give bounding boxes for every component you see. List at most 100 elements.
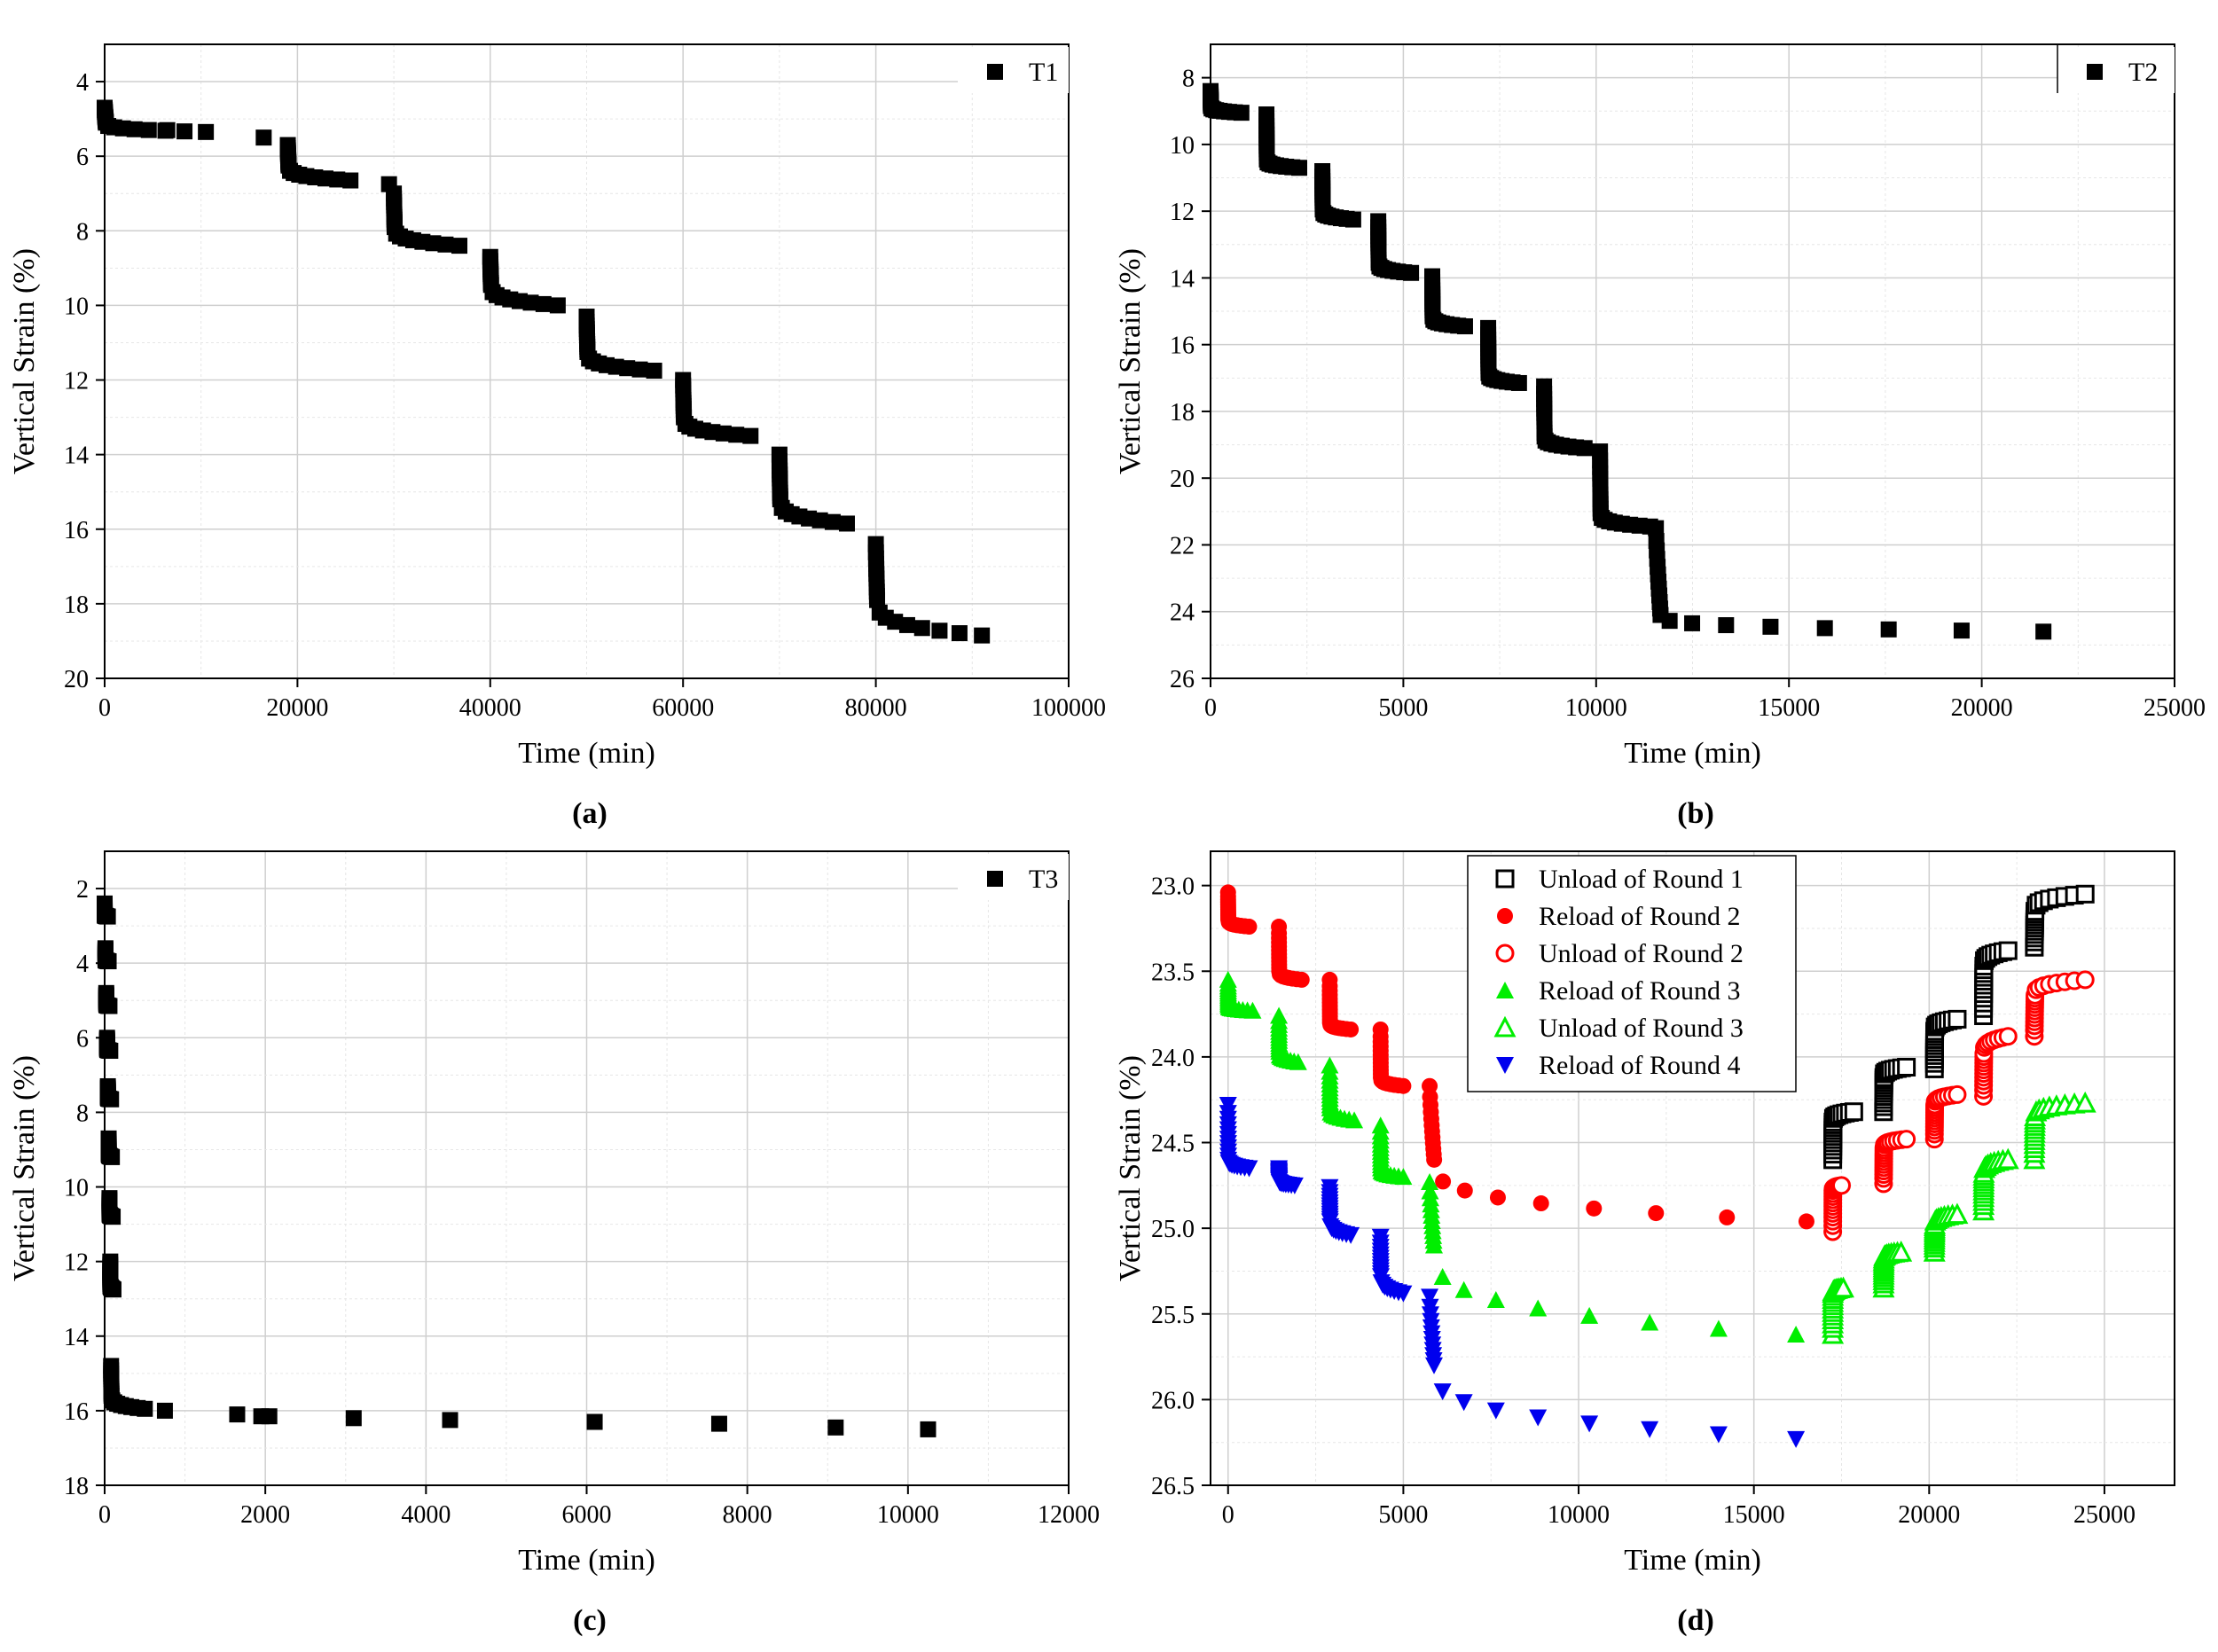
- data-point: [437, 236, 454, 253]
- y-tick-label: 10: [64, 1175, 89, 1202]
- legend: T3: [958, 854, 1069, 900]
- y-tick-label: 26.0: [1151, 1387, 1195, 1414]
- y-tick-label: 16: [64, 1398, 89, 1426]
- y-tick-label: 14: [64, 442, 89, 470]
- x-tick-label: 40000: [459, 694, 521, 722]
- data-point: [255, 129, 272, 146]
- legend-box: [958, 47, 1069, 93]
- data-point: [1580, 1415, 1599, 1433]
- data-point: [1510, 374, 1527, 391]
- data-point: [1433, 1267, 1452, 1285]
- data-point: [1998, 941, 2018, 960]
- series-t3: [97, 895, 937, 1437]
- data-point: [1425, 1357, 1444, 1374]
- data-point: [586, 1413, 603, 1430]
- data-point: [1293, 971, 1310, 988]
- data-point: [2073, 1091, 2097, 1113]
- x-tick-label: 10000: [1565, 694, 1627, 722]
- legend-label: Unload of Round 3: [1539, 1014, 1744, 1043]
- data-point: [974, 627, 991, 644]
- data-point: [1345, 1111, 1364, 1129]
- y-tick-label: 22: [1170, 532, 1195, 560]
- data-point: [1948, 1084, 1967, 1104]
- y-tick-label: 20: [1170, 466, 1195, 493]
- caption-d: (d): [1677, 1604, 1714, 1637]
- data-point: [869, 591, 886, 608]
- data-point: [1897, 1130, 1916, 1149]
- data-point: [1953, 622, 1970, 639]
- caption-b: (b): [1677, 797, 1714, 830]
- y-axis-label: Vertical Strain (%): [1114, 248, 1147, 474]
- legend-marker: [987, 64, 1003, 80]
- data-point: [1489, 1189, 1506, 1206]
- series-reload-of-round-3: [1219, 970, 1806, 1343]
- data-point: [329, 171, 346, 188]
- x-tick-label: 0: [1222, 1501, 1234, 1529]
- x-tick-label: 12000: [1038, 1501, 1100, 1529]
- data-point: [2035, 623, 2052, 640]
- y-tick-label: 24.5: [1151, 1131, 1195, 1158]
- data-point: [1233, 105, 1250, 121]
- x-tick-label: 20000: [266, 694, 328, 722]
- series-reload-of-round-4: [1219, 1097, 1806, 1448]
- y-tick-label: 26.5: [1151, 1473, 1195, 1500]
- panel-a: 0 20000 40000 60000 80000 100000 4 6 8 10 12 14 16 18…: [8, 43, 1106, 770]
- data-point: [1648, 520, 1665, 536]
- data-point: [425, 235, 442, 252]
- legend-marker: [2087, 64, 2103, 80]
- data-point: [1456, 317, 1473, 334]
- y-tick-label: 12: [64, 1249, 89, 1277]
- x-axis-label: Time (min): [518, 1544, 655, 1577]
- y-tick-label: 24.0: [1151, 1045, 1195, 1072]
- data-point: [105, 1209, 121, 1225]
- data-point: [1641, 1313, 1659, 1331]
- data-point: [1421, 1172, 1439, 1190]
- y-tick-label: 8: [1182, 66, 1195, 93]
- x-axis-label: Time (min): [1624, 1544, 1761, 1577]
- data-point: [1586, 1200, 1603, 1217]
- x-tick-label: 6000: [562, 1501, 612, 1529]
- legend-box: [2057, 47, 2175, 93]
- data-point: [1709, 1426, 1728, 1444]
- data-point: [646, 363, 662, 380]
- x-tick-label: 8000: [723, 1501, 772, 1529]
- data-point: [1648, 1205, 1665, 1222]
- data-point: [1403, 264, 1420, 281]
- y-tick-label: 16: [1170, 333, 1195, 360]
- data-point: [1576, 440, 1593, 457]
- plot-frame: [1210, 43, 2175, 679]
- legend: Unload of Round 1 Reload of Round 2 Unload…: [1467, 855, 1797, 1092]
- data-point: [451, 238, 468, 254]
- legend-label: T2: [2128, 58, 2158, 87]
- data-point: [549, 297, 566, 314]
- data-point: [156, 1402, 173, 1419]
- data-point: [1532, 1195, 1549, 1212]
- legend: T2: [2057, 44, 2175, 93]
- data-point: [442, 1412, 458, 1429]
- x-tick-label: 15000: [1758, 694, 1820, 722]
- data-point: [1454, 1280, 1473, 1298]
- y-tick-label: 18: [64, 1473, 89, 1500]
- data-point: [1787, 1430, 1806, 1448]
- y-tick-label: 14: [64, 1324, 89, 1351]
- series-reload-of-round-2: [1219, 884, 1814, 1230]
- data-point: [1719, 1209, 1736, 1225]
- series-unload-of-round-2: [1823, 970, 2095, 1241]
- data-point: [535, 295, 552, 312]
- grid: [104, 44, 1070, 679]
- x-tick-label: 100000: [1031, 694, 1106, 722]
- data-point: [1433, 1383, 1452, 1401]
- data-point: [1342, 1226, 1360, 1244]
- y-tick-label: 16: [64, 517, 89, 544]
- data-point: [100, 953, 117, 970]
- y-axis-label: Vertical Strain (%): [1114, 1055, 1147, 1281]
- x-tick-label: 20000: [1898, 1501, 1960, 1529]
- y-axis-label: Vertical Strain (%): [8, 1055, 41, 1281]
- data-point: [1816, 620, 1833, 637]
- y-tick-label: 25.5: [1151, 1302, 1195, 1329]
- y-tick-label: 10: [1170, 132, 1195, 160]
- x-tick-label: 0: [1204, 694, 1217, 722]
- data-point: [1787, 1325, 1806, 1343]
- x-tick-label: 10000: [877, 1501, 939, 1529]
